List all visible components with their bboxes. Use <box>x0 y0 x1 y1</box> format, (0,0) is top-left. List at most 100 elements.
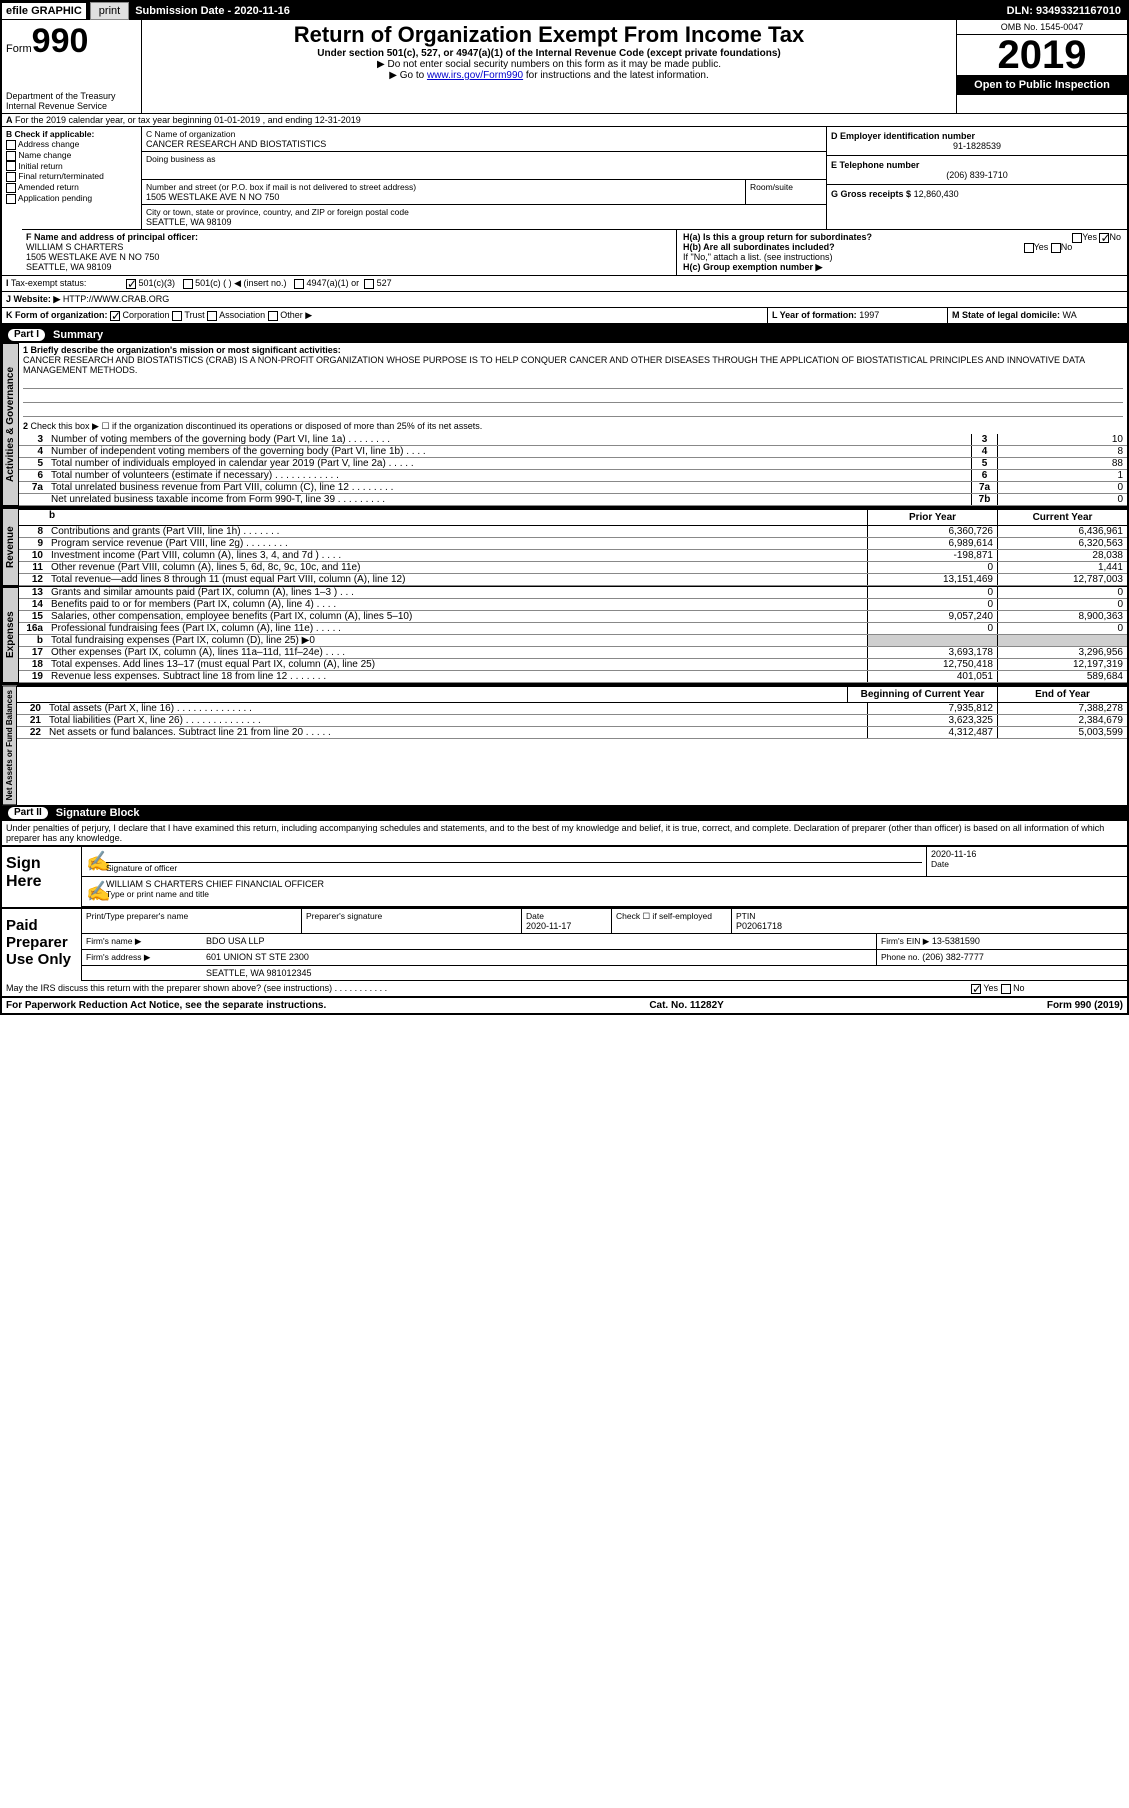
penalties-text: Under penalties of perjury, I declare th… <box>2 821 1127 845</box>
financial-line: 15Salaries, other compensation, employee… <box>19 611 1127 623</box>
check-name-change[interactable] <box>6 151 16 161</box>
right-boxes: D Employer identification number 91-1828… <box>827 127 1127 229</box>
check-corp[interactable] <box>110 311 120 321</box>
financial-line: 14Benefits paid to or for members (Part … <box>19 599 1127 611</box>
tab-expenses: Expenses <box>2 587 19 683</box>
part2-header: Part II Signature Block <box>2 805 1127 821</box>
header-left: Form990 Department of the Treasury Inter… <box>2 20 142 113</box>
summary-line: 5Total number of individuals employed in… <box>19 458 1127 470</box>
firm-addr-label: Firm's address ▶ <box>82 950 202 965</box>
gross-value: 12,860,430 <box>914 189 959 199</box>
prior-year-header: Prior Year <box>867 510 997 525</box>
year-formation-label: L Year of formation: <box>772 310 857 320</box>
box-b: B Check if applicable: Address change Na… <box>2 127 142 229</box>
hc-label: H(c) Group exemption number ▶ <box>683 262 822 272</box>
form-org-label: K Form of organization: <box>6 310 108 320</box>
check-other[interactable] <box>268 311 278 321</box>
financial-line: 13Grants and similar amounts paid (Part … <box>19 587 1127 599</box>
opt-501c3: 501(c)(3) <box>139 278 176 288</box>
print-button[interactable]: print <box>90 2 129 20</box>
sign-here-label: Sign Here <box>2 847 82 907</box>
check-4947[interactable] <box>294 279 304 289</box>
period-a: A For the 2019 calendar year, or tax yea… <box>2 114 1127 126</box>
financial-line: 9Program service revenue (Part VIII, lin… <box>19 538 1127 550</box>
org-name: CANCER RESEARCH AND BIOSTATISTICS <box>146 139 822 149</box>
officer-city: SEATTLE, WA 98109 <box>26 262 112 272</box>
ein-label: D Employer identification number <box>831 131 975 141</box>
gross-label: G Gross receipts $ <box>831 189 911 199</box>
discuss-question: May the IRS discuss this return with the… <box>2 981 967 996</box>
dba-label: Doing business as <box>146 154 822 164</box>
mission-label: 1 Briefly describe the organization's mi… <box>23 345 341 355</box>
opt-4947: 4947(a)(1) or <box>307 278 360 288</box>
form-number: 990 <box>32 22 89 60</box>
goto-suffix: for instructions and the latest informat… <box>523 70 709 81</box>
opt-501c: 501(c) ( ) ◀ (insert no.) <box>195 278 286 288</box>
addr-change: Address change <box>18 139 79 149</box>
sigblock-label: Signature Block <box>56 807 140 819</box>
check-address-change[interactable] <box>6 140 16 150</box>
check-527[interactable] <box>364 279 374 289</box>
discuss-yes[interactable] <box>971 984 981 994</box>
check-initial-return[interactable] <box>6 161 16 171</box>
financial-line: 8Contributions and grants (Part VIII, li… <box>19 526 1127 538</box>
inspection-notice: Open to Public Inspection <box>957 75 1127 95</box>
tab-revenue: Revenue <box>2 508 19 586</box>
submission-date-label: Submission Date - 2020-11-16 <box>129 3 296 19</box>
check-501c[interactable] <box>183 279 193 289</box>
dln: DLN: 93493321167010 <box>1001 3 1127 19</box>
check-amended[interactable] <box>6 183 16 193</box>
form990-link[interactable]: www.irs.gov/Form990 <box>427 70 523 81</box>
final-return: Final return/terminated <box>18 171 104 181</box>
hb-yes[interactable] <box>1024 243 1034 253</box>
ha-yes[interactable] <box>1072 233 1082 243</box>
opt-other: Other ▶ <box>280 310 312 320</box>
form-label: Form <box>6 43 32 55</box>
no-lbl2: No <box>1061 242 1073 252</box>
check-501c3[interactable] <box>126 279 136 289</box>
box-b-label: B Check if applicable: <box>6 129 94 139</box>
irs: Internal Revenue Service <box>6 101 137 111</box>
year-formation: 1997 <box>859 310 879 320</box>
period-text: For the 2019 calendar year, or tax year … <box>15 115 361 125</box>
firm-ein-label: Firm's EIN ▶ <box>881 936 929 946</box>
hb-note: If "No," attach a list. (see instruction… <box>683 252 1121 262</box>
org-address: 1505 WESTLAKE AVE N NO 750 <box>146 192 741 202</box>
state-value: WA <box>1063 310 1077 320</box>
city-label: City or town, state or province, country… <box>146 207 822 217</box>
hb-no[interactable] <box>1051 243 1061 253</box>
summary-label: Summary <box>53 329 103 341</box>
discuss-no[interactable] <box>1001 984 1011 994</box>
part1-header: Part I Summary <box>2 327 1127 343</box>
check-app-pending[interactable] <box>6 194 16 204</box>
check-trust[interactable] <box>172 311 182 321</box>
tax-year: 2019 <box>957 35 1127 75</box>
financial-line: 18Total expenses. Add lines 13–17 (must … <box>19 659 1127 671</box>
ptin-value: P02061718 <box>736 921 1123 931</box>
paid-preparer-label: Paid Preparer Use Only <box>2 909 82 981</box>
check-final-return[interactable] <box>6 172 16 182</box>
initial-return: Initial return <box>18 161 62 171</box>
firm-city: SEATTLE, WA 981012345 <box>202 966 316 980</box>
org-city: SEATTLE, WA 98109 <box>146 217 822 227</box>
firm-phone: (206) 382-7777 <box>922 952 984 962</box>
discuss-yes-lbl: Yes <box>983 983 998 993</box>
officer-name: WILLIAM S CHARTERS <box>26 242 123 252</box>
opt-527: 527 <box>377 278 392 288</box>
financial-line: 20Total assets (Part X, line 16) . . . .… <box>17 703 1127 715</box>
header-mid: Return of Organization Exempt From Incom… <box>142 20 957 113</box>
financial-line: 19Revenue less expenses. Subtract line 1… <box>19 671 1127 683</box>
subdate-lbl: Submission Date - <box>135 5 231 17</box>
prep-name-label: Print/Type preparer's name <box>86 911 297 921</box>
state-label: M State of legal domicile: <box>952 310 1060 320</box>
tab-net-assets: Net Assets or Fund Balances <box>2 685 17 805</box>
subdate-val: 2020-11-16 <box>234 5 290 17</box>
goto-prefix: ▶ Go to <box>389 70 427 81</box>
check-assoc[interactable] <box>207 311 217 321</box>
summary-line: 4Number of independent voting members of… <box>19 446 1127 458</box>
ptin-label: PTIN <box>736 911 1123 921</box>
ha-no[interactable] <box>1099 233 1109 243</box>
current-year-header: Current Year <box>997 510 1127 525</box>
firm-phone-label: Phone no. <box>881 952 920 962</box>
opt-assoc: Association <box>219 310 265 320</box>
